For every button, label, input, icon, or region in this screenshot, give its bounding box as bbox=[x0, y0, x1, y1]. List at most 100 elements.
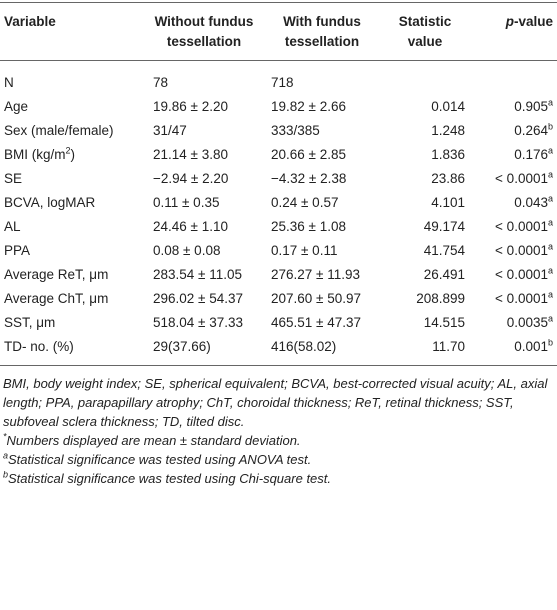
table-cell: −2.94 ± 2.20 bbox=[145, 167, 263, 191]
header-cell: Variable bbox=[0, 3, 145, 61]
cell-text: 718 bbox=[271, 75, 294, 90]
table-cell: 0.24 ± 0.57 bbox=[263, 191, 381, 215]
table-row: N 78 718 bbox=[0, 61, 557, 96]
table-cell: < 0.0001a bbox=[469, 239, 557, 263]
table-cell: 14.515 bbox=[381, 311, 469, 335]
table-cell: 0.11 ± 0.35 bbox=[145, 191, 263, 215]
cell-text: N bbox=[4, 75, 14, 90]
cell-text: 207.60 ± 50.97 bbox=[271, 291, 361, 306]
cell-text: 78 bbox=[153, 75, 169, 90]
table-cell: 19.86 ± 2.20 bbox=[145, 95, 263, 119]
table-cell: 78 bbox=[145, 61, 263, 96]
cell-text: 1.836 bbox=[431, 147, 465, 162]
table-cell: 41.754 bbox=[381, 239, 469, 263]
table-cell: 23.86 bbox=[381, 167, 469, 191]
cell-text: 1.248 bbox=[431, 123, 465, 138]
table-cell: PPA bbox=[0, 239, 145, 263]
table-cell: 718 bbox=[263, 61, 381, 96]
table-cell: N bbox=[0, 61, 145, 96]
table-cell: Age bbox=[0, 95, 145, 119]
table-cell: < 0.0001a bbox=[469, 215, 557, 239]
table-cell: < 0.0001a bbox=[469, 167, 557, 191]
superscript: a bbox=[547, 289, 553, 300]
table-cell: 26.491 bbox=[381, 263, 469, 287]
cell-text: TD- no. (%) bbox=[4, 339, 74, 354]
cell-text: 20.66 ± 2.85 bbox=[271, 147, 346, 162]
table-row: TD- no. (%) 29(37.66) 416(58.02) 11.70 0.001… bbox=[0, 335, 557, 366]
cell-text: < 0.0001 bbox=[495, 291, 548, 306]
table-row: SST, μm 518.04 ± 37.33 465.51 ± 47.37 14.51… bbox=[0, 311, 557, 335]
table-cell: BCVA, logMAR bbox=[0, 191, 145, 215]
table-cell: 0.014 bbox=[381, 95, 469, 119]
cell-text: 0.176 bbox=[514, 147, 548, 162]
cell-text: < 0.0001 bbox=[495, 171, 548, 186]
cell-text: 0.001 bbox=[514, 339, 548, 354]
footnote: bStatistical significance was tested usi… bbox=[3, 469, 554, 488]
header-cell: p-value bbox=[469, 3, 557, 61]
cell-text: 0.0035 bbox=[506, 315, 548, 330]
table-cell: 207.60 ± 50.97 bbox=[263, 287, 381, 311]
cell-text: BMI (kg/m bbox=[4, 147, 66, 162]
footnote-mark: b bbox=[3, 469, 9, 480]
cell-text: 333/385 bbox=[271, 123, 320, 138]
cell-text: < 0.0001 bbox=[495, 267, 548, 282]
table-cell: Sex (male/female) bbox=[0, 119, 145, 143]
cell-text: 19.82 ± 2.66 bbox=[271, 99, 346, 114]
superscript: b bbox=[547, 337, 553, 348]
cell-text: 0.264 bbox=[514, 123, 548, 138]
table-cell: 0.0035a bbox=[469, 311, 557, 335]
table-cell bbox=[469, 61, 557, 96]
cell-text: 208.899 bbox=[416, 291, 465, 306]
table-cell: SE bbox=[0, 167, 145, 191]
cell-text: PPA bbox=[4, 243, 31, 258]
table-cell: 11.70 bbox=[381, 335, 469, 366]
cell-text: 0.08 ± 0.08 bbox=[153, 243, 221, 258]
superscript: b bbox=[547, 121, 553, 132]
cell-text: Sex (male/female) bbox=[4, 123, 114, 138]
cell-text: 23.86 bbox=[431, 171, 465, 186]
cell-text: 0.014 bbox=[431, 99, 465, 114]
footnote: aStatistical significance was tested usi… bbox=[3, 450, 554, 469]
table-cell: 4.101 bbox=[381, 191, 469, 215]
footnote-mark: a bbox=[3, 450, 9, 461]
table-cell: 20.66 ± 2.85 bbox=[263, 143, 381, 167]
footnote: *Numbers displayed are mean ± standard d… bbox=[3, 431, 554, 450]
table-cell: 0.905a bbox=[469, 95, 557, 119]
table-cell: 296.02 ± 54.37 bbox=[145, 287, 263, 311]
data-table: Variable Without fundus tessellation With … bbox=[0, 2, 557, 366]
table-cell: Average ChT, μm bbox=[0, 287, 145, 311]
cell-text: BCVA, logMAR bbox=[4, 195, 96, 210]
cell-text: < 0.0001 bbox=[495, 243, 548, 258]
cell-text: −4.32 ± 2.38 bbox=[271, 171, 347, 186]
cell-text: 25.36 ± 1.08 bbox=[271, 219, 346, 234]
table-cell: 24.46 ± 1.10 bbox=[145, 215, 263, 239]
table-cell: 0.08 ± 0.08 bbox=[145, 239, 263, 263]
superscript: a bbox=[547, 97, 553, 108]
table-cell: SST, μm bbox=[0, 311, 145, 335]
header-cell: With fundus tessellation bbox=[263, 3, 381, 61]
table-row: Sex (male/female) 31/47 333/385 1.248 0.264b bbox=[0, 119, 557, 143]
table-cell: 518.04 ± 37.33 bbox=[145, 311, 263, 335]
footnote: BMI, body weight index; SE, spherical eq… bbox=[3, 374, 554, 431]
cell-text: 518.04 ± 37.33 bbox=[153, 315, 243, 330]
table-cell: −4.32 ± 2.38 bbox=[263, 167, 381, 191]
footnote-text: Numbers displayed are mean ± standard de… bbox=[6, 433, 301, 448]
cell-text: Age bbox=[4, 99, 29, 114]
table-cell: 25.36 ± 1.08 bbox=[263, 215, 381, 239]
cell-text: 24.46 ± 1.10 bbox=[153, 219, 228, 234]
cell-text: 283.54 ± 11.05 bbox=[153, 267, 242, 282]
footnote-text: Statistical significance was tested usin… bbox=[8, 452, 312, 467]
superscript: a bbox=[547, 265, 553, 276]
table-cell: < 0.0001a bbox=[469, 263, 557, 287]
table-body: N 78 718 Age 19.86 ± 2.20 19.82 ± 2.66 0.014 0.… bbox=[0, 61, 557, 366]
cell-text: With fundus tessellation bbox=[283, 14, 361, 49]
cell-text: 21.14 ± 3.80 bbox=[153, 147, 228, 162]
cell-text: 49.174 bbox=[423, 219, 465, 234]
cell-text: 0.043 bbox=[514, 195, 548, 210]
cell-text: 276.27 ± 11.93 bbox=[271, 267, 360, 282]
table-cell: 276.27 ± 11.93 bbox=[263, 263, 381, 287]
superscript: a bbox=[547, 241, 553, 252]
table-cell: 465.51 ± 47.37 bbox=[263, 311, 381, 335]
cell-text: < 0.0001 bbox=[495, 219, 548, 234]
cell-text: Variable bbox=[4, 14, 56, 29]
